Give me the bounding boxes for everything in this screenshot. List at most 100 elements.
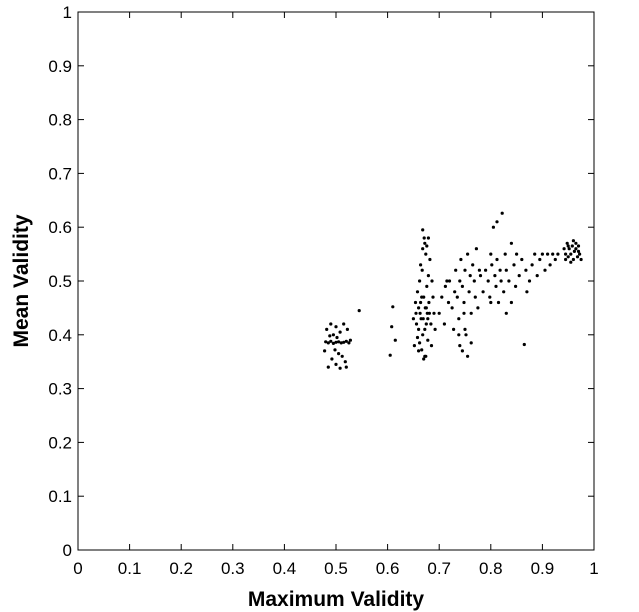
scatter-point	[334, 340, 338, 344]
scatter-point	[484, 268, 488, 272]
scatter-point	[472, 279, 476, 283]
scatter-point	[468, 274, 472, 278]
scatter-point	[579, 257, 583, 262]
scatter-point	[533, 252, 537, 256]
y-tick-label: 0.4	[48, 326, 72, 345]
scatter-point	[420, 295, 424, 299]
scatter-point	[507, 279, 511, 283]
x-tick-label: 0.8	[479, 559, 503, 578]
scatter-point	[564, 252, 568, 256]
scatter-point	[504, 268, 508, 272]
y-axis-title: Mean Validity	[10, 214, 33, 347]
scatter-point	[571, 257, 576, 262]
x-tick-label: 0.6	[376, 559, 400, 578]
scatter-point	[418, 341, 422, 345]
scatter-point	[546, 252, 550, 256]
y-tick-label: 1	[63, 3, 72, 22]
scatter-point	[342, 340, 346, 344]
scatter-point	[415, 290, 420, 294]
scatter-point	[331, 333, 335, 337]
scatter-point	[553, 257, 557, 262]
scatter-point	[512, 263, 516, 267]
x-tick-label: 1	[589, 559, 598, 578]
scatter-point	[520, 257, 524, 262]
scatter-point	[421, 228, 425, 232]
scatter-point	[423, 241, 427, 245]
scatter-point	[413, 300, 418, 305]
scatter-point	[330, 357, 334, 361]
scatter-point	[498, 268, 502, 272]
scatter-point	[463, 327, 467, 331]
scatter-point	[430, 279, 434, 283]
y-tick-label: 0.6	[48, 218, 72, 237]
x-tick-label: 0.3	[221, 559, 245, 578]
scatter-point	[564, 257, 568, 262]
scatter-point	[433, 327, 437, 331]
scatter-point	[425, 244, 429, 248]
scatter-point	[453, 290, 457, 294]
scatter-point	[432, 311, 436, 315]
scatter-point	[459, 257, 463, 262]
scatter-point	[347, 341, 351, 345]
scatter-point	[428, 257, 432, 262]
scatter-point	[419, 263, 423, 267]
scatter-point	[425, 284, 429, 288]
x-tick-label: 0	[73, 559, 82, 578]
scatter-point	[338, 366, 342, 370]
scatter-point	[527, 279, 532, 283]
scatter-point	[426, 274, 430, 278]
scatter-point	[502, 290, 506, 294]
scatter-point	[576, 249, 581, 253]
scatter-point	[348, 338, 352, 342]
scatter-point	[431, 295, 435, 299]
scatter-point	[503, 252, 507, 256]
scatter-point	[337, 352, 341, 356]
scatter-point	[414, 311, 418, 315]
scatter-point	[446, 300, 451, 305]
scatter-point	[420, 268, 424, 272]
scatter-point	[488, 295, 492, 299]
scatter-point	[334, 325, 338, 329]
scatter-point	[489, 300, 493, 305]
scatter-point	[338, 330, 342, 334]
scatter-point	[566, 244, 570, 248]
scatter-point	[333, 348, 337, 352]
scatter-point	[331, 341, 335, 345]
scatter-point	[337, 340, 341, 344]
scatter-point	[452, 327, 456, 331]
scatter-point	[460, 284, 464, 288]
plot-area	[77, 11, 595, 551]
scatter-point	[421, 247, 425, 251]
scatter-point	[467, 290, 471, 294]
scatter-point	[334, 362, 338, 366]
scatter-point	[525, 290, 529, 294]
scatter-point	[574, 241, 578, 245]
scatter-point	[570, 244, 574, 248]
axis-ticks: 0 0.1 0.2 0.3 0.4 0.5 0.6 0.7 0.8 0.9 1 0 0.1 0.2 0.3 0…	[48, 3, 598, 578]
scatter-point	[443, 284, 447, 288]
scatter-point	[427, 300, 431, 305]
scatter-point	[565, 241, 569, 245]
plot-frame	[77, 11, 595, 551]
scatter-point	[426, 317, 430, 321]
scatter-point	[417, 327, 421, 331]
scatter-point	[569, 252, 573, 256]
scatter-point	[447, 279, 452, 283]
y-tick-label: 0.2	[48, 433, 72, 452]
scatter-point	[415, 335, 420, 340]
y-tick-label: 0.5	[48, 272, 72, 291]
scatter-point	[543, 268, 547, 272]
scatter-point	[412, 344, 416, 348]
scatter-point	[576, 244, 581, 248]
scatter-point	[572, 249, 577, 253]
scatter-point	[462, 311, 466, 315]
scatter-point	[421, 317, 425, 321]
scatter-point	[417, 306, 421, 310]
scatter-point	[344, 339, 348, 343]
scatter-point	[421, 333, 425, 337]
data-points	[323, 211, 583, 370]
scatter-point	[538, 257, 542, 262]
scatter-point	[474, 247, 478, 251]
x-tick-label: 0.9	[531, 559, 555, 578]
